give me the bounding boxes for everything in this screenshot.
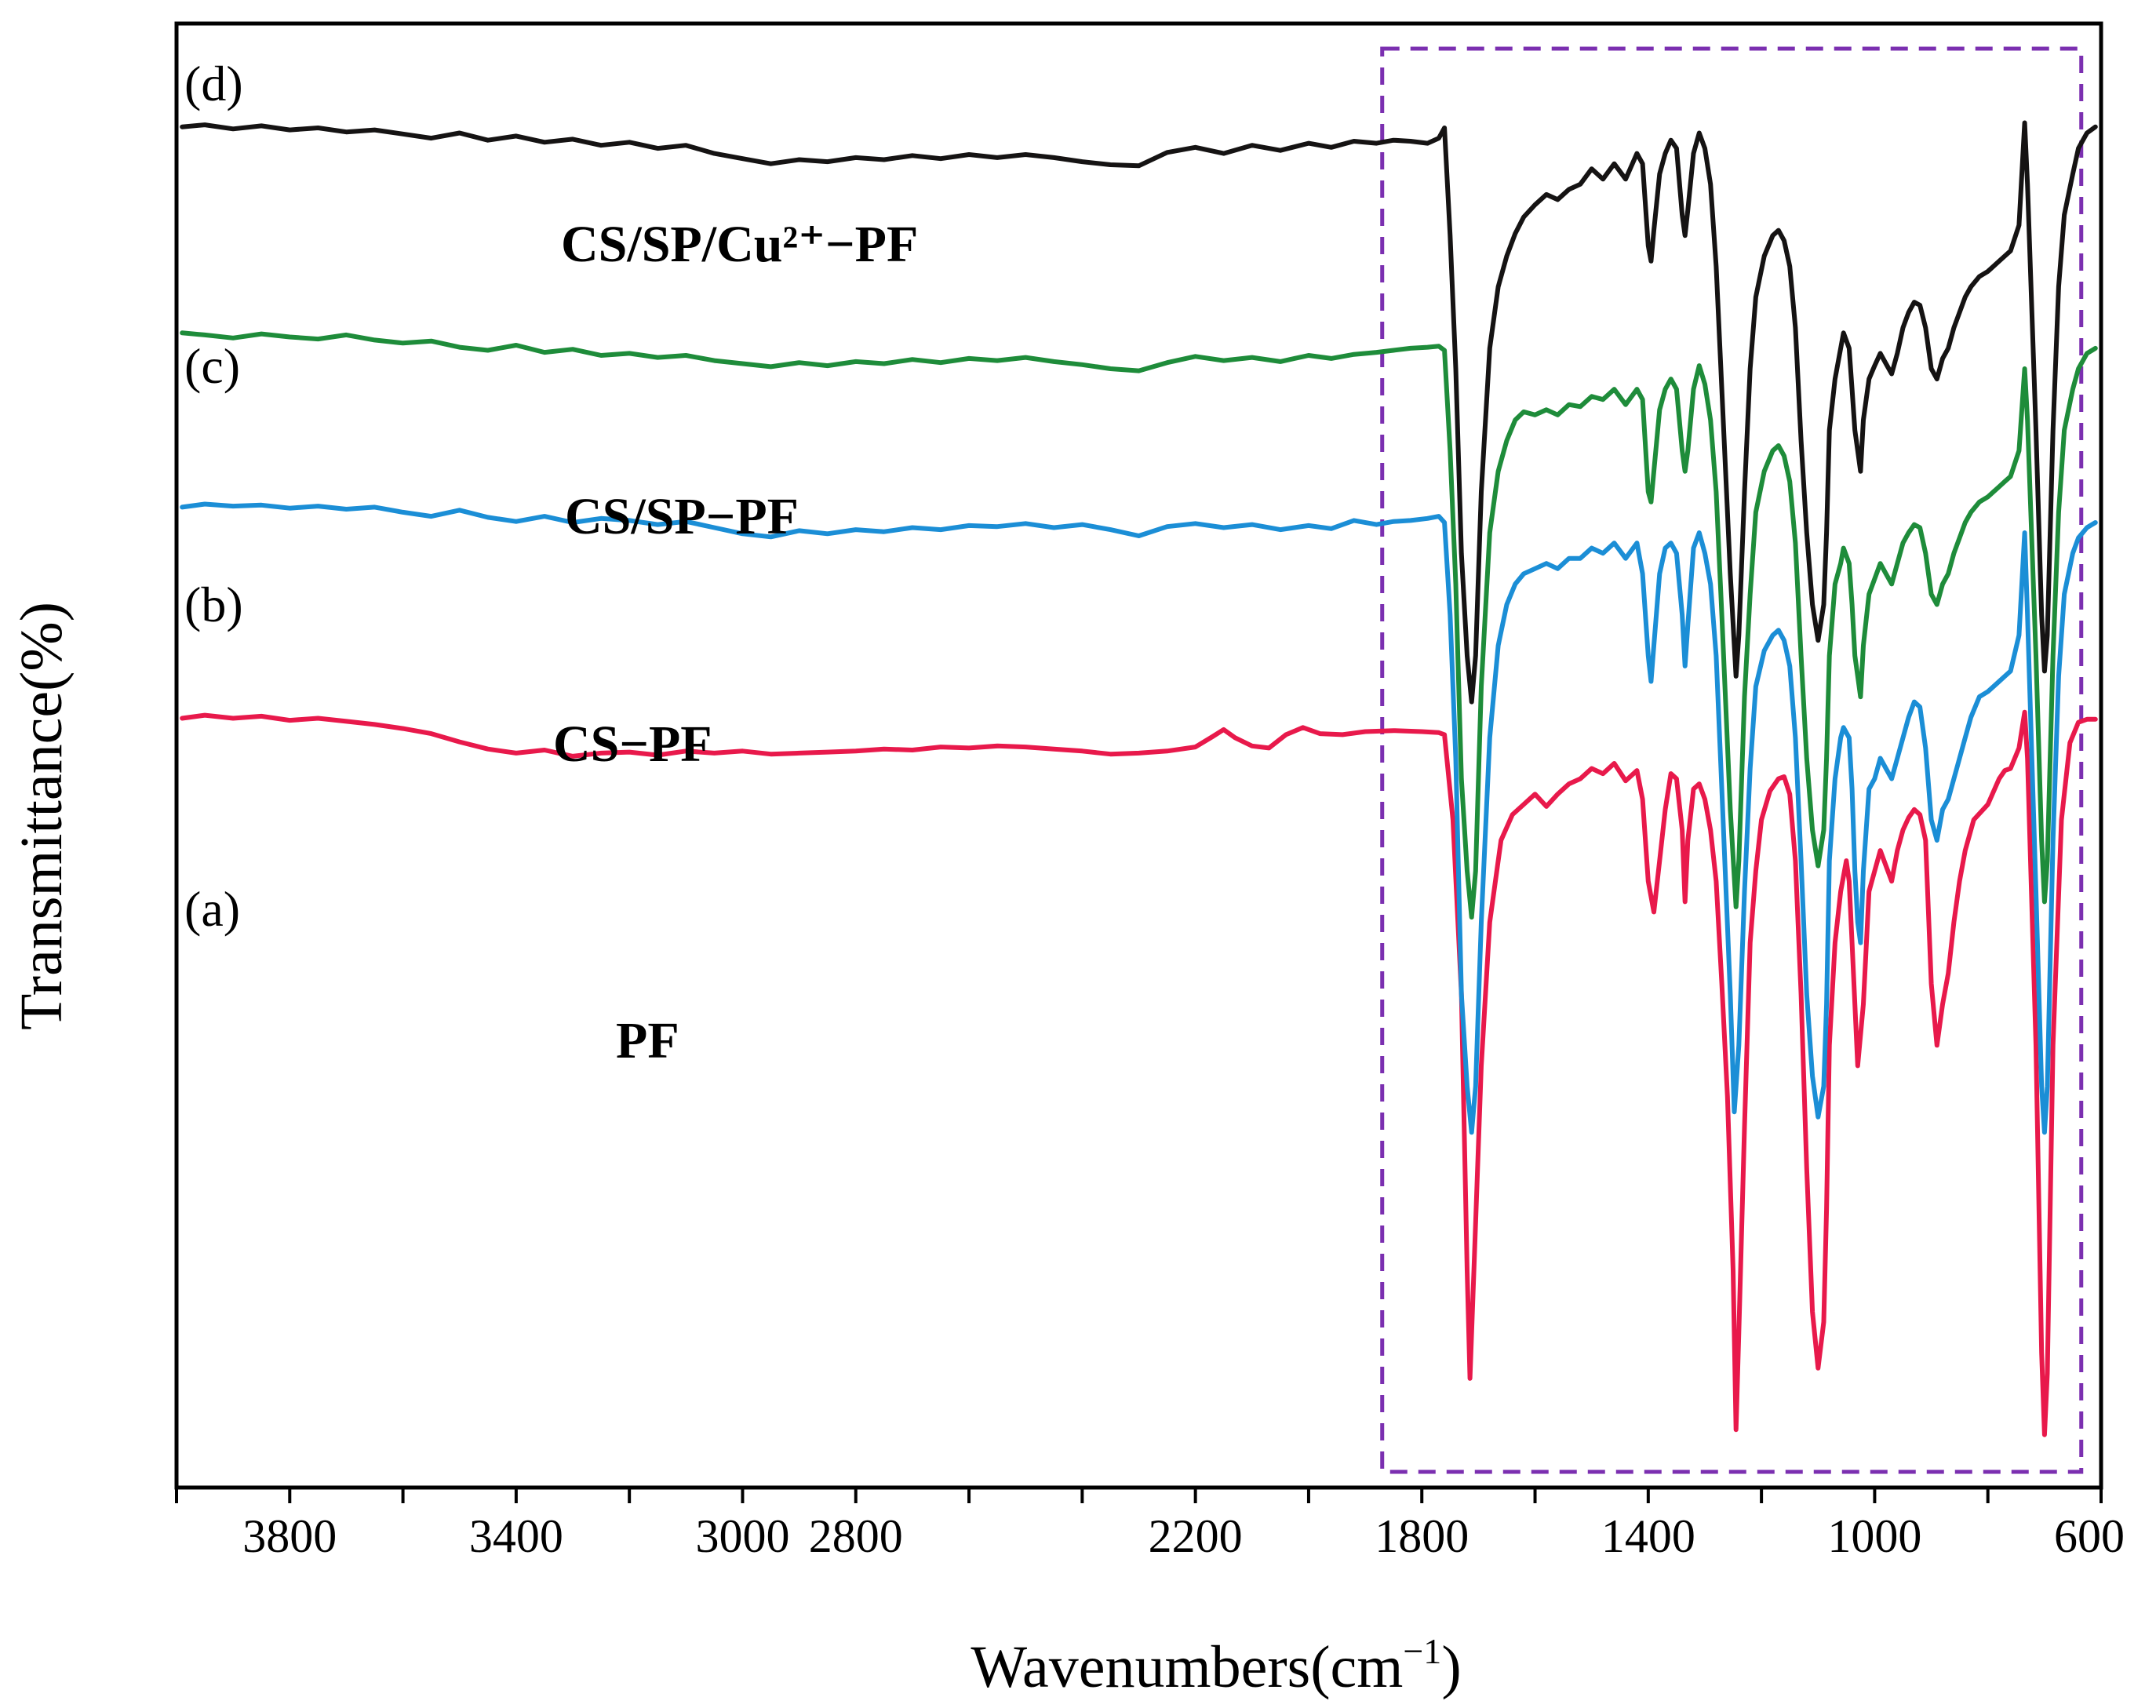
axes-layer: 3800 3400 3000 2800 2200 1800 1400 1000 600 [174,21,2125,1562]
x-tick-label: 3800 [242,1510,337,1562]
x-tick-label: 2800 [809,1510,903,1562]
highlight-region-box [1380,46,2084,1474]
series-line-b [180,501,2098,1135]
series-name-a: PF [616,1012,679,1069]
highlight-region-layer [1380,46,2084,1474]
series-line-a [180,709,2098,1437]
x-tick-label: 3400 [469,1510,563,1562]
x-axis-title: Wavenumbers(cm−1) [971,1631,1461,1700]
series-line-d [180,120,2098,705]
x-tick-label: 3000 [695,1510,789,1562]
x-tick-label: 1400 [1601,1510,1695,1562]
curve-tag-a: (a) [184,881,240,937]
y-axis-title: Transmittance(%) [9,602,75,1030]
x-axis-title-main: Wavenumbers(cm [971,1634,1403,1700]
series-name-c: CS/SP−PF [565,488,799,545]
x-axis-title-close: ) [1441,1634,1461,1700]
curve-labels-layer: (a) PF (b) CS−PF (c) CS/SP−PF (d) CS/SP/Cu²⁺−PF [184,56,918,1069]
series-name-b: CS−PF [553,716,712,773]
curve-tag-d: (d) [184,56,243,111]
series-name-d: CS/SP/Cu²⁺−PF [561,216,918,273]
plot-frame [174,21,2103,1490]
series-line-c [180,330,2098,920]
x-axis-title-exponent: −1 [1403,1631,1441,1671]
x-tick-label: 2200 [1149,1510,1243,1562]
x-tick-label: 1000 [1827,1510,1921,1562]
spectra-layer [180,120,2098,1437]
x-tick-label: 600 [2054,1510,2125,1562]
curve-tag-c: (c) [184,338,240,394]
curve-tag-b: (b) [184,577,243,632]
x-tick-label: 1800 [1375,1510,1469,1562]
